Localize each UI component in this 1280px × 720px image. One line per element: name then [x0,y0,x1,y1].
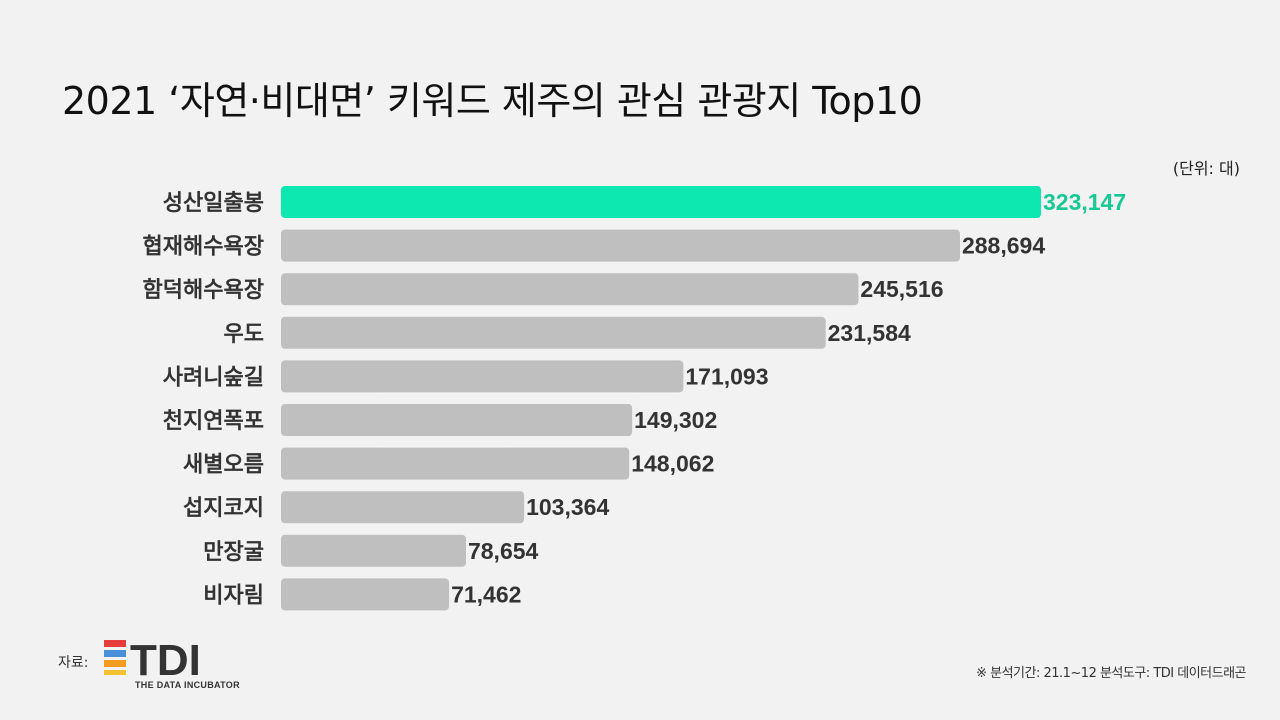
category-label: 협재해수욕장 [143,235,264,260]
bar [281,316,826,349]
category-label: 만장굴 [203,540,264,565]
value-label: 245,516 [860,276,943,302]
bar [281,447,630,480]
bar [281,578,450,611]
bar [281,534,466,567]
value-label: 231,584 [828,320,911,346]
bar [281,360,684,393]
value-label: 71,462 [451,581,521,607]
category-label: 함덕해수욕장 [143,278,264,303]
value-label: 148,062 [631,451,714,477]
bar [281,404,633,436]
category-label: 사려니숲길 [163,365,264,390]
bar [281,186,1041,218]
unit-label: (단위: 대) [1172,159,1240,178]
tdi-logo: TDI [104,636,201,685]
logo-subtext: THE DATA INCUBATOR [135,680,240,690]
bar [281,491,525,524]
analysis-note: ※ 분석기간: 21.1~12 분석도구: TDI 데이터드래곤 [976,666,1246,681]
value-label: 288,694 [962,233,1045,259]
value-label: 149,302 [634,407,717,433]
value-label: 171,093 [685,363,768,389]
category-label: 성산일출봉 [163,191,264,216]
source-label: 자료: [58,655,89,671]
chart-title: 2021 ‘자연·비대면’ 키워드 제주의 관심 관광지 Top10 [62,79,923,123]
bar [281,273,859,306]
category-label: 천지연폭포 [163,409,264,434]
category-label: 우도 [224,322,264,347]
category-label: 새별오름 [183,453,264,478]
category-label: 섭지코지 [183,496,264,521]
value-label: 78,654 [468,538,539,564]
category-label: 비자림 [203,583,264,608]
value-label: 103,364 [526,494,609,520]
bar [281,229,960,262]
svg-text:TDI: TDI [130,636,201,685]
value-label: 323,147 [1043,189,1126,215]
